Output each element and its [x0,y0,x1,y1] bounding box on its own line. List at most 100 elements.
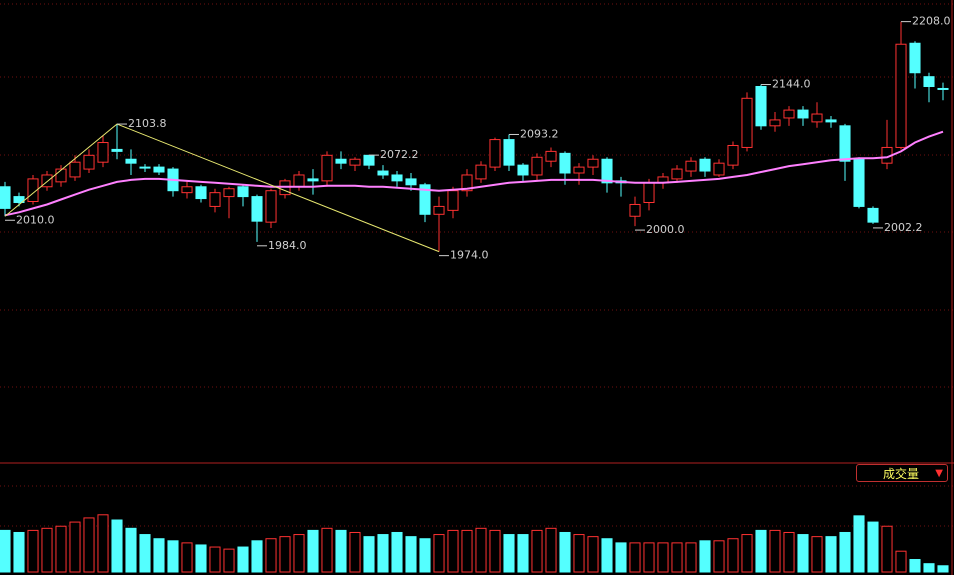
volume-bar [293,534,305,573]
volume-bar [783,531,795,573]
volume-bar [573,534,585,573]
candle-body [405,178,417,186]
candle-body [741,97,753,148]
candle-body [433,205,445,215]
volume-bar [713,540,725,573]
volume-bar [517,534,529,573]
volume-bar [881,525,893,573]
candle-body [937,87,949,90]
indicator-button[interactable]: 成交量 ▼ [856,464,948,482]
annotation-label: 2002.2 [884,221,923,234]
candle-body [335,158,347,164]
candle-body [811,113,823,123]
candle-body [363,154,375,166]
candle-body [517,164,529,176]
candle-body [293,174,305,188]
volume-bar [27,529,39,573]
candle-body [671,168,683,180]
volume-bar [13,531,25,573]
volume-bar [559,531,571,573]
volume-bar [937,565,949,573]
candle-body [27,178,39,203]
volume-bar [671,542,683,573]
candle-body [685,160,697,172]
volume-bar [503,534,515,573]
volume-bar [55,525,67,573]
volume-bar [699,540,711,573]
volume-bar [251,540,263,573]
candle-body [55,168,67,183]
annotation-label: 2010.0 [16,213,55,226]
volume-bar [69,521,81,573]
volume-bar [223,548,235,573]
candle-body [377,170,389,176]
volume-bar [643,542,655,573]
candle-body [825,119,837,123]
volume-bar [83,517,95,573]
candle-body [573,166,585,174]
candle-body [699,158,711,172]
volume-bar [839,531,851,573]
volume-bar [797,534,809,573]
volume-bar [657,542,669,573]
candle-body [545,150,557,162]
annotation-label: 1974.0 [450,249,489,262]
annotation-label: 2072.2 [380,148,419,161]
candle-body [727,144,739,166]
candle-body [587,158,599,168]
annotation-label: 2208.0 [912,15,951,28]
candle-body [769,119,781,127]
candle-body [125,158,137,164]
candle-body [797,109,809,119]
candle-body [503,139,515,166]
candle-body [629,203,641,217]
candle-body [237,186,249,198]
volume-bar [307,529,319,573]
candle-body [349,158,361,166]
volume-bar [433,534,445,573]
dropdown-arrow[interactable]: ▼ [935,468,943,479]
candle-body [923,76,935,88]
volume-bar [811,536,823,573]
candle-body [139,166,151,169]
volume-bar [419,538,431,573]
annotation-label: 2093.2 [520,127,559,140]
candle-body [265,190,277,223]
volume-bar [531,529,543,573]
volume-bar [153,538,165,573]
candle-body [13,196,25,203]
candle-body [321,154,333,182]
volume-bar [587,536,599,573]
candle-body [195,186,207,200]
candle-body [0,186,11,209]
volume-bar [447,529,459,573]
volume-bar [377,534,389,573]
volume-bar [349,531,361,573]
candle-body [559,152,571,174]
volume-bar [923,563,935,573]
volume-bar [461,529,473,573]
candle-body [839,125,851,162]
volume-bar [321,527,333,573]
moving-average [4,130,944,217]
candle-body [783,109,795,119]
volume-bar [167,540,179,573]
volume-bar [629,542,641,573]
candle-body [391,174,403,182]
volume-bar [237,546,249,573]
candle-body [223,188,235,198]
volume-bar [741,534,753,573]
candle-body [475,164,487,180]
candle-body [531,156,543,176]
candle-body [461,174,473,192]
candle-body [755,86,767,127]
annotation-label: 2103.8 [128,117,167,130]
volume-bar [363,536,375,573]
candle-body [181,186,193,194]
volume-bar [125,527,137,573]
volume-bar [853,515,865,573]
candle-body [419,184,431,215]
volume-bar [685,542,697,573]
volume-bar [0,529,11,573]
volume-bar [825,536,837,573]
